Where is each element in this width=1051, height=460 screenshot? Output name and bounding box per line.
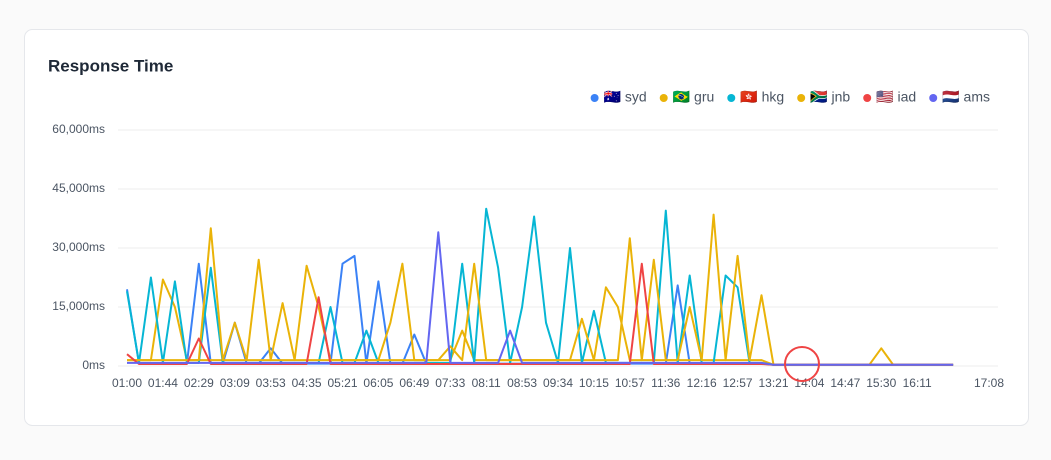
x-tick-label: 10:57 (615, 376, 645, 390)
x-tick-label: 07:33 (435, 376, 465, 390)
x-tick-label: 08:11 (472, 376, 501, 390)
y-tick-label: 60,000ms (52, 122, 105, 136)
highlight-circle (784, 346, 820, 382)
x-tick-label: 02:29 (184, 376, 214, 390)
x-tick-label: 05:21 (327, 376, 357, 390)
chart-title: Response Time (48, 56, 173, 75)
legend-marker (727, 94, 736, 102)
x-tick-label: 14:04 (794, 376, 824, 390)
legend-label: 🇦🇺 syd (604, 89, 647, 105)
x-tick-label: 15:30 (866, 376, 896, 390)
x-tick-label: 14:47 (830, 376, 860, 390)
x-tick-label: 11:36 (651, 376, 680, 390)
x-tick-label: 08:53 (507, 376, 537, 390)
plot: 0ms 15,000ms 30,000ms 45,000ms 60,000ms 01:00… (52, 89, 1004, 390)
x-tick-label: 06:05 (363, 376, 393, 390)
x-tick-label: 12:57 (723, 376, 753, 390)
y-tick-label: 15,000ms (52, 299, 105, 313)
y-tick-label: 30,000ms (52, 240, 105, 254)
card (24, 29, 1029, 426)
legend-label: 🇭🇰 hkg (740, 89, 784, 105)
x-tick-label: 12:16 (687, 376, 717, 390)
x-tick-label: 10:15 (579, 376, 609, 390)
y-tick-label: 45,000ms (52, 181, 105, 195)
x-tick-label: 01:00 (112, 376, 142, 390)
legend-marker (590, 94, 599, 102)
x-tick-label: 04:35 (292, 376, 322, 390)
legend-marker (863, 94, 872, 102)
x-tick-label: 06:49 (399, 376, 429, 390)
x-tick-label: 03:09 (220, 376, 250, 390)
legend-label: 🇺🇸 iad (876, 89, 916, 105)
series-line (127, 231, 954, 366)
legend-marker (797, 94, 806, 102)
legend-label: 🇿🇦 jnb (810, 89, 850, 105)
legend-label: 🇧🇷 gru (673, 89, 715, 105)
y-tick-label: 0ms (82, 358, 105, 372)
legend-label: 🇳🇱 ams (942, 89, 990, 105)
legend-marker (929, 94, 938, 102)
x-tick-label: 01:44 (148, 376, 178, 390)
x-tick-label: 16:11 (903, 376, 932, 390)
x-tick-label: 13:21 (758, 376, 788, 390)
x-tick-label: 17:08 (974, 376, 1004, 390)
x-tick-label: 09:34 (543, 376, 573, 390)
x-tick-label: 03:53 (256, 376, 286, 390)
legend-marker (659, 94, 668, 102)
